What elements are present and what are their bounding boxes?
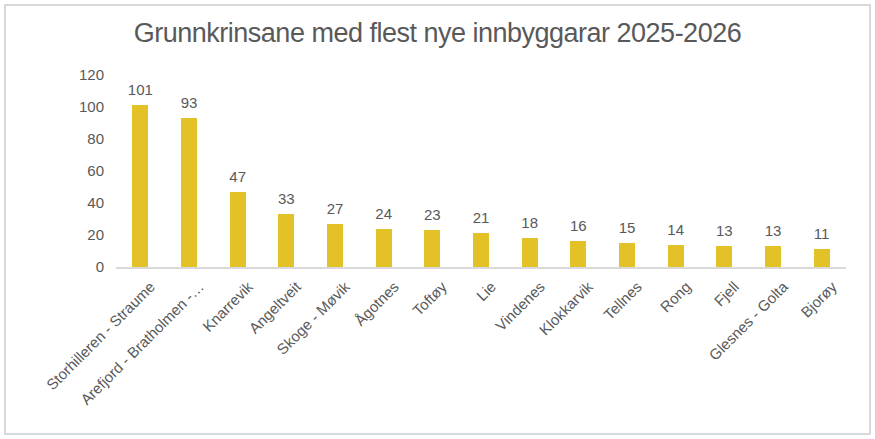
bar-chart: Grunnkrinsane med flest nye innbyggarar … (0, 0, 875, 439)
bar (814, 249, 830, 267)
bar (473, 233, 489, 267)
bar-value-label: 11 (792, 225, 852, 243)
bar-value-label: 47 (208, 168, 268, 186)
bar (570, 241, 586, 267)
bar (424, 230, 440, 267)
y-axis-tick-label: 40 (40, 194, 104, 212)
y-axis-tick-label: 20 (40, 226, 104, 244)
bar (522, 238, 538, 267)
bar (716, 246, 732, 267)
chart-title: Grunnkrinsane med flest nye innbyggarar … (0, 18, 875, 49)
bar (619, 243, 635, 267)
bar (230, 192, 246, 267)
y-axis-tick-label: 100 (40, 98, 104, 116)
bar (278, 214, 294, 267)
x-axis-line (116, 267, 846, 269)
y-axis-tick-label: 80 (40, 130, 104, 148)
bar (668, 245, 684, 267)
bar (181, 118, 197, 267)
y-axis-tick-label: 120 (40, 66, 104, 84)
y-axis-tick-label: 60 (40, 162, 104, 180)
bar (376, 229, 392, 267)
bar (132, 105, 148, 267)
bar (765, 246, 781, 267)
bar-value-label: 93 (159, 94, 219, 112)
bar (327, 224, 343, 267)
y-axis-tick-label: 0 (40, 258, 104, 276)
